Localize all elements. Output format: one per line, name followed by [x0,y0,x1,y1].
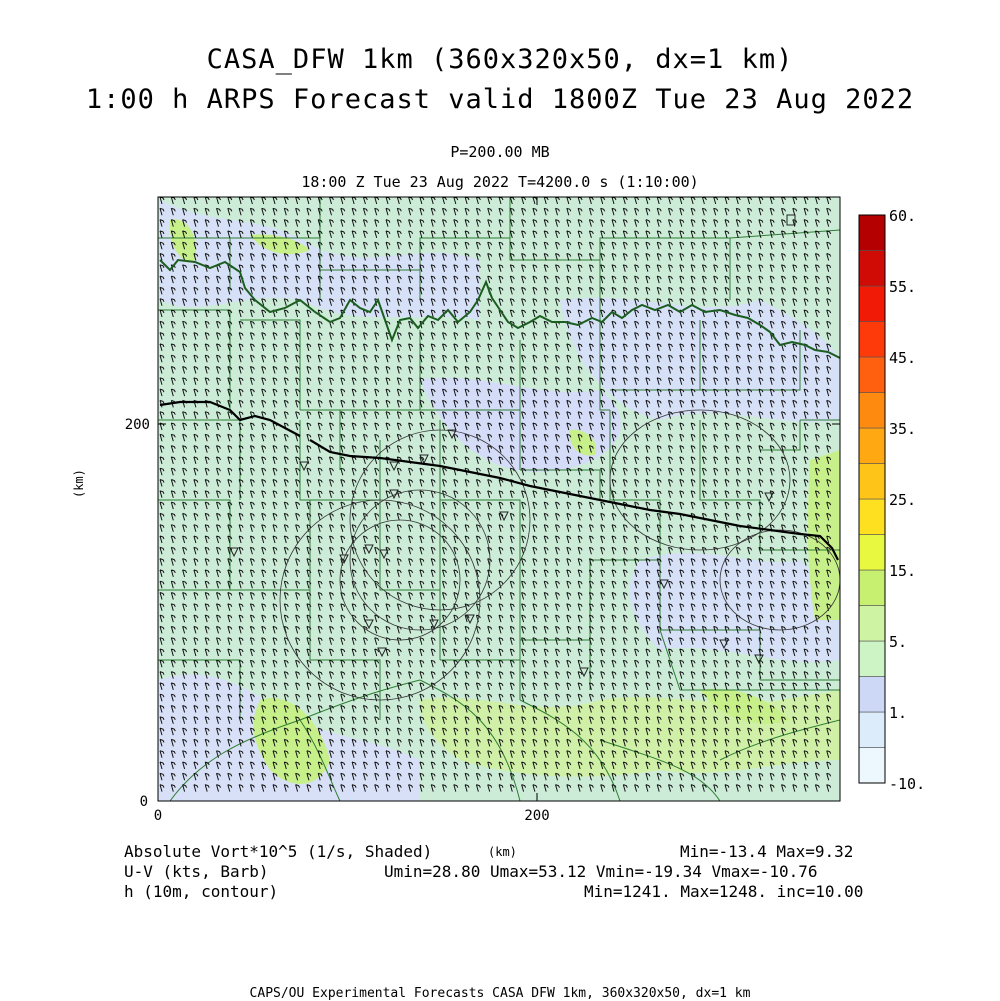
field3-label: h (10m, contour) [124,882,279,901]
colorbar-swatch [858,569,886,606]
chart-title-line2: 1:00 h ARPS Forecast valid 1800Z Tue 23 … [85,84,915,115]
wind-barbs [159,197,832,792]
field3-range: Min=1241. Max=1248. inc=10.00 [584,882,864,901]
colorbar-swatch [858,356,886,393]
colorbar-swatch [858,321,886,358]
colorbar-label: 45. [889,349,916,367]
x-axis-label: (km) [488,845,517,859]
valid-time-label: 18:00 Z Tue 23 Aug 2022 T=4200.0 s (1:10… [301,173,699,191]
colorbar-swatch [858,285,886,322]
colorbar-label: -10. [889,775,925,793]
colorbar-swatch [858,214,886,251]
colorbar-swatch [858,711,886,748]
x-tick-0: 0 [154,808,162,824]
colorbar-label: 15. [889,562,916,580]
y-tick-200: 200 [125,417,150,433]
pressure-level-label: P=200.00 MB [450,143,550,161]
state-border [159,258,840,561]
colorbar-swatch [858,676,886,713]
colorbar-frame [858,214,886,784]
wind-barb-field [159,197,832,792]
colorbar-swatch [858,427,886,464]
colorbar-swatch [858,747,886,784]
colorbar-swatch [858,534,886,571]
colorbar-label: 25. [889,491,916,509]
colorbar-label: 5. [889,633,907,651]
colorbar-swatch [858,498,886,535]
colorbar-swatch [858,250,886,287]
x-tick-200: 200 [524,808,549,824]
field2-range: Umin=28.80 Umax=53.12 Vmin=-19.34 Vmax=-… [384,862,818,881]
colorbar-label: 55. [889,278,916,296]
colorbar-swatch [858,640,886,677]
colorbar-swatch [858,392,886,429]
field1-range: Min=-13.4 Max=9.32 [680,842,854,861]
axis-ticks [158,197,840,801]
chart-title-line1: CASA_DFW 1km (360x320x50, dx=1 km) [206,44,794,75]
colorbar-swatch [858,605,886,642]
y-axis-label: (km) [72,469,86,498]
colorbar-label: 35. [889,420,916,438]
field2-label: U-V (kts, Barb) [124,862,269,881]
field1-label: Absolute Vort*10^5 (1/s, Shaded) [124,842,433,861]
colorbar-label: 1. [889,704,907,722]
colorbar-label: 60. [889,207,916,225]
colorbar: -10. 1. 5. 15. 25. 35. 45. 55. 60. [858,207,925,793]
plot-frame [157,196,841,802]
colorbar-swatch [858,463,886,500]
footer-credit: CAPS/OU Experimental Forecasts CASA DFW … [249,986,751,1001]
contour-markers [229,214,796,678]
height-contours [279,409,840,701]
y-tick-0: 0 [140,794,148,810]
